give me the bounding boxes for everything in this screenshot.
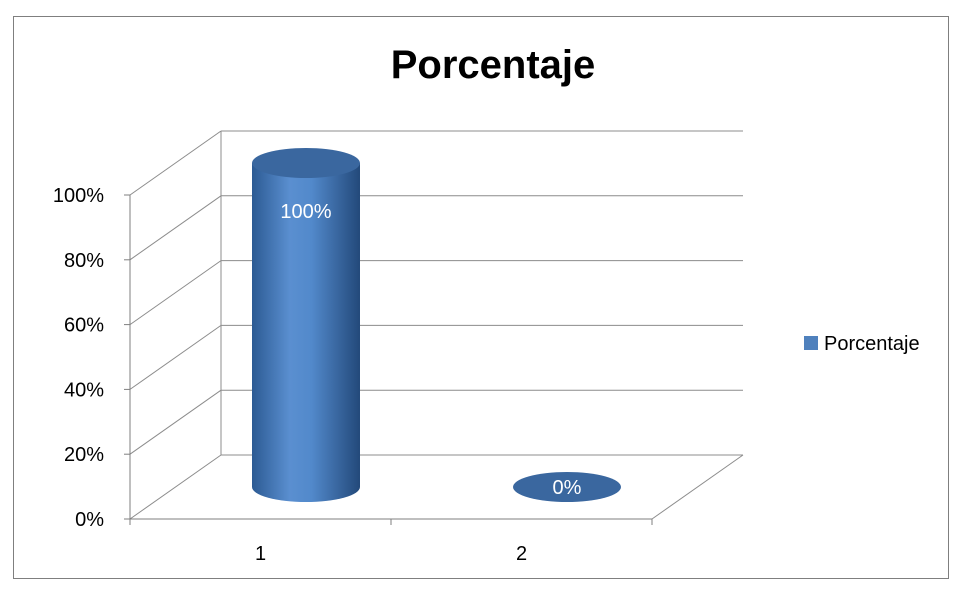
legend-swatch (804, 336, 818, 350)
legend-label: Porcentaje (824, 333, 920, 355)
data-label: 0% (553, 477, 582, 499)
gridline-side (129, 389, 222, 455)
legend: Porcentaje (804, 333, 920, 355)
x-tick-label: 2 (516, 543, 527, 565)
floor-right-edge (651, 454, 744, 520)
bar-cylinder-top (252, 148, 360, 178)
gridline-side (129, 130, 222, 196)
gridline-side (129, 324, 222, 390)
chart-title: Porcentaje (391, 43, 596, 87)
axis-layer (124, 194, 653, 525)
gridline-side (129, 260, 222, 326)
gridline-side (129, 454, 222, 520)
gridline-side (129, 195, 222, 261)
bar-cylinder-top (513, 472, 621, 502)
label-layer: 0% 20% 40% 60% 80% 100% 1 2 100% 0% (53, 185, 582, 565)
y-tick-label: 0% (75, 509, 104, 531)
y-tick-label: 100% (53, 185, 104, 207)
bar-layer (252, 148, 621, 502)
y-tick-label: 20% (64, 444, 104, 466)
bar-cylinder-body (252, 163, 360, 502)
y-tick-label: 40% (64, 379, 104, 401)
chart-border (13, 16, 949, 579)
data-label: 100% (280, 201, 331, 223)
y-tick-label: 80% (64, 250, 104, 272)
y-tick-label: 60% (64, 315, 104, 337)
x-tick-label: 1 (255, 543, 266, 565)
